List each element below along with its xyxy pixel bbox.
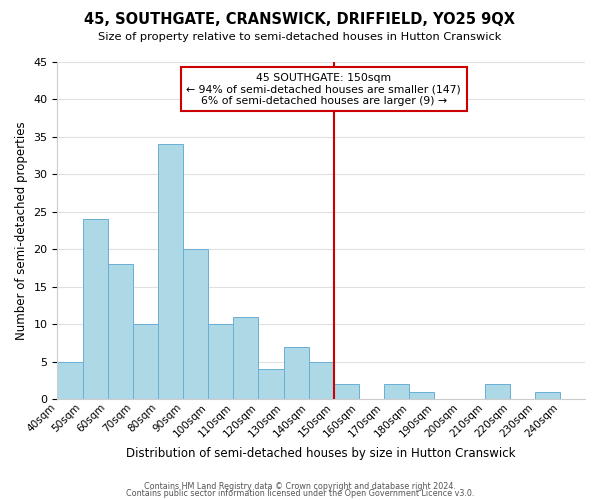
Bar: [183, 249, 208, 399]
Bar: [233, 316, 259, 399]
Text: 45 SOUTHGATE: 150sqm
← 94% of semi-detached houses are smaller (147)
6% of semi-: 45 SOUTHGATE: 150sqm ← 94% of semi-detac…: [187, 73, 461, 106]
X-axis label: Distribution of semi-detached houses by size in Hutton Cranswick: Distribution of semi-detached houses by …: [127, 447, 516, 460]
Text: Contains public sector information licensed under the Open Government Licence v3: Contains public sector information licen…: [126, 489, 474, 498]
Text: 45, SOUTHGATE, CRANSWICK, DRIFFIELD, YO25 9QX: 45, SOUTHGATE, CRANSWICK, DRIFFIELD, YO2…: [85, 12, 515, 28]
Bar: [308, 362, 334, 399]
Bar: [259, 369, 284, 399]
Bar: [107, 264, 133, 399]
Bar: [409, 392, 434, 399]
Bar: [83, 219, 107, 399]
Bar: [384, 384, 409, 399]
Bar: [133, 324, 158, 399]
Bar: [58, 362, 83, 399]
Text: Contains HM Land Registry data © Crown copyright and database right 2024.: Contains HM Land Registry data © Crown c…: [144, 482, 456, 491]
Bar: [535, 392, 560, 399]
Bar: [158, 144, 183, 399]
Bar: [284, 346, 308, 399]
Bar: [485, 384, 509, 399]
Bar: [334, 384, 359, 399]
Bar: [208, 324, 233, 399]
Text: Size of property relative to semi-detached houses in Hutton Cranswick: Size of property relative to semi-detach…: [98, 32, 502, 42]
Y-axis label: Number of semi-detached properties: Number of semi-detached properties: [15, 121, 28, 340]
